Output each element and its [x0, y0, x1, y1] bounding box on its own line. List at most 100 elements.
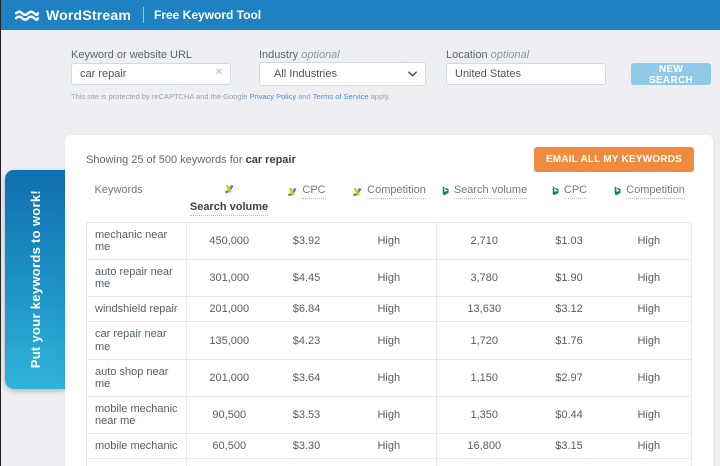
metric-cell: 2,710 — [436, 221, 532, 260]
column-header-bing-competition[interactable]: Competition — [607, 182, 692, 223]
metric-cell: 350 — [436, 458, 532, 466]
metric-cell: $4.45 — [271, 259, 342, 297]
keyword-cell: mechanic near me — [86, 221, 187, 260]
metric-cell: 201,000 — [186, 358, 272, 397]
metric-cell: $6.84 — [271, 296, 342, 322]
keyword-cell: car repair near me — [86, 321, 187, 360]
metric-cell: $3.12 — [531, 296, 607, 322]
metric-cell: High — [606, 433, 692, 459]
metric-cell: 201,000 — [186, 296, 272, 322]
metric-cell: High — [606, 259, 692, 297]
column-header-keywords: Keywords — [94, 184, 143, 196]
column-header-bing-cpc[interactable]: CPC — [532, 182, 607, 223]
bing-icon — [613, 186, 622, 197]
email-all-keywords-button[interactable]: EMAIL ALL MY KEYWORDS — [533, 147, 694, 172]
metric-cell: 301,000 — [186, 259, 272, 297]
metric-cell: $1.76 — [531, 321, 607, 360]
metric-cell: $3.64 — [271, 358, 342, 397]
wordstream-wave-icon — [15, 9, 39, 22]
ribbon-label: Put your keywords to work! — [27, 190, 43, 369]
keyword-cell: car mechanic near me — [86, 458, 187, 466]
metric-cell: High — [341, 221, 437, 260]
metric-cell: 135,000 — [186, 321, 272, 360]
metric-cell: High — [606, 358, 692, 397]
location-input[interactable] — [447, 68, 605, 80]
metric-cell: 450,000 — [186, 221, 272, 260]
results-table-body: mechanic near me 450,000 $3.92 High 2,710 $1.… — [86, 221, 692, 466]
industry-field-label: Industry optional — [259, 49, 340, 61]
keyword-cell: mobile mechanic — [86, 433, 187, 459]
metric-cell: $4.23 — [271, 321, 342, 360]
column-header-google-search-volume[interactable]: Search volume — [187, 182, 272, 223]
keyword-input[interactable] — [72, 68, 230, 80]
metric-cell: High — [341, 259, 437, 297]
results-card: Showing 25 of 500 keywords for car repai… — [65, 135, 713, 466]
table-row: auto repair near me 301,000 $4.45 High 3,780… — [86, 259, 692, 297]
table-row: mobile mechanic near me 90,500 $3.53 High 1,… — [86, 395, 692, 434]
metric-cell: 1,150 — [436, 358, 532, 397]
location-field-label: Location optional — [446, 49, 530, 61]
metric-cell: 3,780 — [436, 259, 532, 297]
keyword-cell: auto repair near me — [86, 259, 187, 297]
industry-select-value: All Industries — [274, 68, 337, 80]
metric-cell: High — [606, 321, 692, 360]
metric-cell: $3.92 — [271, 221, 342, 260]
metric-cell: $4.29 — [271, 458, 342, 466]
brand-name: WordStream — [46, 7, 131, 23]
bing-icon — [441, 186, 450, 197]
metric-cell: $0.44 — [531, 395, 607, 434]
column-header-google-cpc[interactable]: CPC — [272, 182, 342, 223]
metric-cell: High — [341, 395, 437, 434]
table-row: car repair near me 135,000 $4.23 High 1,720 $… — [86, 321, 692, 360]
metric-cell: 13,630 — [436, 296, 532, 322]
metric-cell: $2.97 — [531, 358, 607, 397]
keyword-cell: auto shop near me — [86, 358, 187, 397]
privacy-policy-link[interactable]: Privacy Policy — [249, 92, 297, 101]
metric-cell: $3.30 — [271, 433, 342, 459]
google-ads-icon — [187, 184, 272, 197]
google-ads-icon — [352, 187, 363, 197]
keyword-cell: mobile mechanic near me — [86, 395, 187, 434]
metric-cell: $3.15 — [531, 433, 607, 459]
keywords-table: Keywords Search volume — [86, 182, 692, 466]
metric-cell: 90,500 — [186, 395, 272, 434]
industry-select[interactable]: All Industries — [259, 62, 426, 86]
table-row: mobile mechanic 60,500 $3.30 High 16,800 $3.1… — [86, 433, 692, 459]
metric-cell: 60,500 — [186, 433, 272, 459]
results-header: Showing 25 of 500 keywords for car repai… — [65, 135, 713, 172]
metric-cell: High — [341, 321, 437, 360]
metric-cell: High — [341, 358, 437, 397]
metric-cell: High — [606, 458, 692, 466]
google-ads-icon — [287, 187, 298, 197]
column-header-google-competition[interactable]: Competition — [342, 182, 437, 223]
metric-cell: $3.53 — [271, 395, 342, 434]
keyword-cell: windshield repair — [86, 296, 187, 322]
metric-cell: 1,720 — [436, 321, 532, 360]
metric-cell: 16,800 — [436, 433, 532, 459]
new-search-button[interactable]: NEW SEARCH — [631, 63, 711, 86]
table-row: mechanic near me 450,000 $3.92 High 2,710 $1.… — [86, 221, 692, 260]
metric-cell: $1.90 — [531, 259, 607, 297]
terms-of-service-link[interactable]: Terms of Service — [312, 92, 369, 101]
table-row: windshield repair 201,000 $6.84 High 13,630 $… — [86, 296, 692, 322]
metric-cell: High — [606, 296, 692, 322]
page-title: Free Keyword Tool — [153, 8, 262, 22]
wordstream-logo[interactable]: WordStream — [15, 7, 131, 23]
chevron-down-icon — [408, 71, 417, 77]
bing-icon — [551, 186, 560, 197]
location-input-box — [446, 63, 606, 85]
keyword-field-label: Keyword or website URL — [71, 49, 193, 61]
metric-cell: High — [341, 433, 437, 459]
top-bar: WordStream Free Keyword Tool — [1, 0, 720, 30]
keyword-input-box: ✕ — [71, 63, 231, 85]
metric-cell: 1,350 — [436, 395, 532, 434]
metric-cell: $1.03 — [531, 221, 607, 260]
metric-cell: High — [606, 221, 692, 260]
results-summary: Showing 25 of 500 keywords for car repai… — [86, 153, 296, 166]
clear-input-icon[interactable]: ✕ — [214, 67, 223, 78]
table-row: car mechanic near me49,500$4.29High350$0… — [86, 458, 692, 466]
column-header-bing-search-volume[interactable]: Search volume — [437, 182, 532, 223]
put-keywords-to-work-ribbon[interactable]: Put your keywords to work! — [5, 170, 65, 389]
results-summary-keyword: car repair — [245, 153, 296, 166]
